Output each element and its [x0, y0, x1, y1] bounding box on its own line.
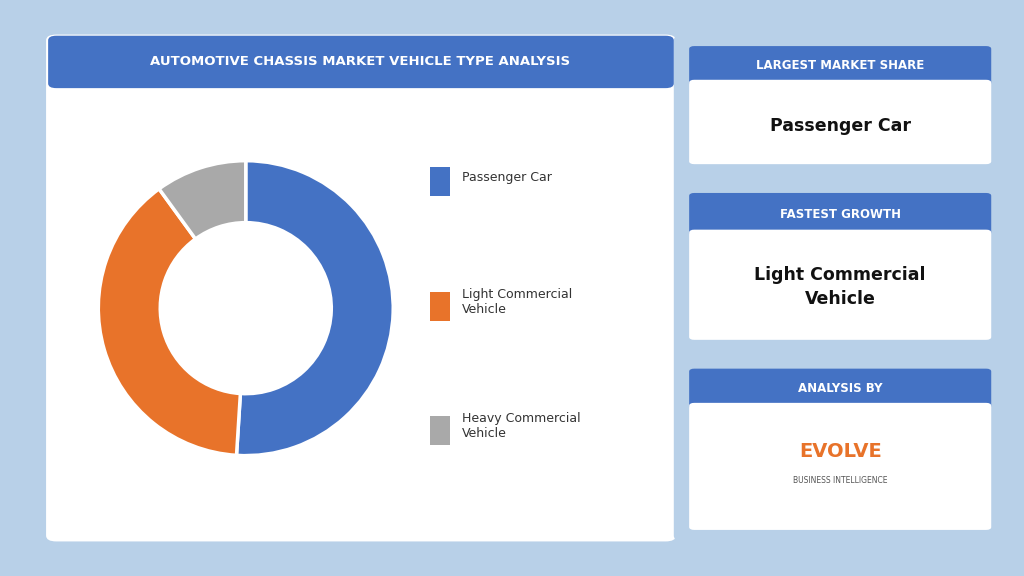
Text: Passenger Car: Passenger Car — [770, 117, 910, 135]
FancyBboxPatch shape — [689, 193, 991, 236]
Text: BUSINESS INTELLIGENCE: BUSINESS INTELLIGENCE — [793, 476, 888, 486]
Text: LARGEST MARKET SHARE: LARGEST MARKET SHARE — [756, 59, 925, 73]
FancyBboxPatch shape — [689, 369, 991, 408]
FancyBboxPatch shape — [689, 403, 991, 530]
Text: Light Commercial
Vehicle: Light Commercial Vehicle — [462, 288, 571, 316]
FancyBboxPatch shape — [430, 167, 451, 196]
Text: FASTEST GROWTH: FASTEST GROWTH — [779, 208, 901, 221]
Wedge shape — [237, 161, 393, 456]
Text: 51%: 51% — [248, 310, 297, 330]
Text: EVOLVE: EVOLVE — [799, 442, 882, 461]
FancyBboxPatch shape — [689, 230, 991, 340]
FancyBboxPatch shape — [689, 193, 991, 340]
FancyBboxPatch shape — [689, 369, 991, 530]
Wedge shape — [98, 189, 241, 455]
FancyBboxPatch shape — [674, 35, 1007, 541]
FancyBboxPatch shape — [430, 416, 451, 445]
Text: Heavy Commercial
Vehicle: Heavy Commercial Vehicle — [462, 412, 581, 441]
FancyBboxPatch shape — [689, 46, 991, 86]
FancyBboxPatch shape — [46, 35, 676, 541]
FancyBboxPatch shape — [689, 80, 991, 164]
Text: AUTOMOTIVE CHASSIS MARKET VEHICLE TYPE ANALYSIS: AUTOMOTIVE CHASSIS MARKET VEHICLE TYPE A… — [151, 55, 570, 68]
Text: Passenger Car: Passenger Car — [462, 171, 552, 184]
FancyBboxPatch shape — [430, 291, 451, 321]
Text: ANALYSIS BY: ANALYSIS BY — [798, 382, 883, 395]
Wedge shape — [159, 161, 246, 239]
FancyBboxPatch shape — [689, 46, 991, 164]
FancyBboxPatch shape — [48, 36, 674, 88]
Text: Light Commercial
Vehicle: Light Commercial Vehicle — [755, 266, 926, 308]
